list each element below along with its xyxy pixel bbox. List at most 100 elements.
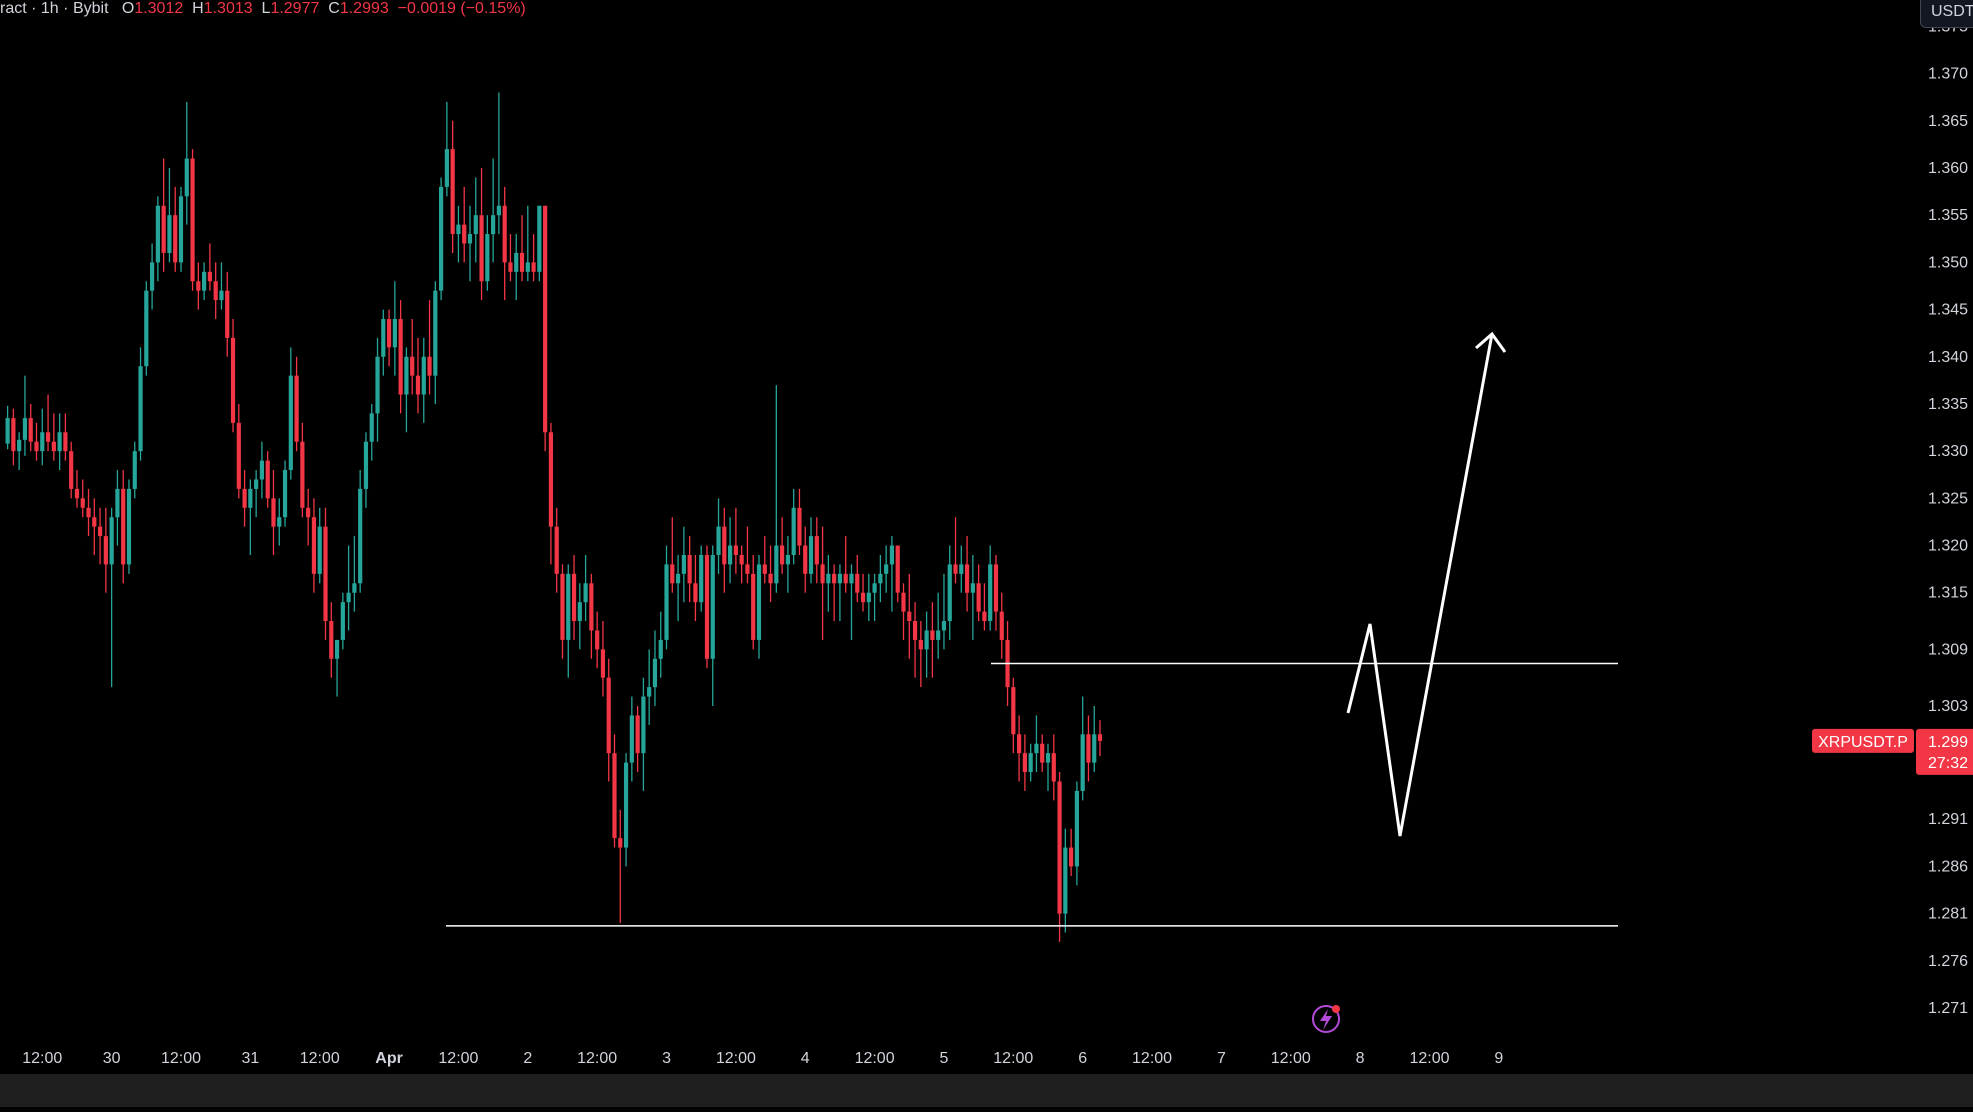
candle[interactable] — [5, 405, 10, 450]
candle[interactable] — [213, 262, 218, 320]
candle[interactable] — [334, 639, 340, 697]
candle[interactable] — [889, 536, 895, 612]
candle[interactable] — [1028, 743, 1033, 782]
candle[interactable] — [976, 564, 981, 622]
candle[interactable] — [1086, 715, 1091, 782]
candle[interactable] — [525, 205, 530, 282]
candle[interactable] — [22, 375, 28, 456]
candle[interactable] — [600, 621, 606, 697]
candle[interactable] — [595, 611, 600, 669]
candle[interactable] — [704, 545, 710, 669]
candle[interactable] — [693, 554, 698, 622]
candle[interactable] — [86, 488, 91, 537]
candle[interactable] — [537, 205, 542, 282]
candle[interactable] — [964, 536, 970, 612]
candle[interactable] — [1011, 677, 1016, 754]
currency-button[interactable]: USDT — [1920, 0, 1973, 28]
candle[interactable] — [647, 649, 652, 725]
candle[interactable] — [1069, 828, 1074, 876]
candle[interactable] — [999, 592, 1004, 659]
interval-label[interactable]: 1h — [40, 0, 59, 17]
candle[interactable] — [126, 479, 132, 574]
candle[interactable] — [832, 564, 837, 622]
candle[interactable] — [300, 422, 305, 518]
candle[interactable] — [421, 337, 426, 423]
candle[interactable] — [132, 441, 137, 499]
candle[interactable] — [207, 243, 212, 291]
candle[interactable] — [814, 517, 819, 584]
candle[interactable] — [479, 168, 484, 301]
candle[interactable] — [508, 234, 513, 282]
candle[interactable] — [225, 271, 230, 357]
candle[interactable] — [97, 507, 103, 565]
candle[interactable] — [1051, 734, 1056, 801]
candle[interactable] — [202, 262, 207, 301]
candle[interactable] — [410, 319, 415, 395]
candle[interactable] — [265, 451, 270, 508]
candle[interactable] — [329, 602, 334, 678]
candle[interactable] — [92, 498, 97, 555]
candle[interactable] — [629, 696, 634, 782]
candle[interactable] — [745, 526, 750, 584]
candle[interactable] — [375, 337, 380, 442]
candle[interactable] — [531, 234, 536, 282]
candle[interactable] — [34, 422, 39, 461]
candle[interactable] — [924, 611, 929, 678]
candle[interactable] — [519, 215, 525, 282]
candle[interactable] — [912, 602, 918, 678]
time-axis[interactable]: 12:00 30 12:00 31 12:00 Apr 12:00 2 12:00 3 12:00 4… — [22, 1050, 1503, 1067]
candle[interactable] — [1057, 772, 1062, 942]
candle[interactable] — [294, 356, 299, 452]
candle[interactable] — [797, 488, 802, 555]
candle[interactable] — [178, 186, 184, 272]
candle[interactable] — [577, 583, 582, 650]
candle[interactable] — [993, 554, 999, 631]
candle[interactable] — [988, 545, 993, 631]
candle[interactable] — [254, 470, 259, 518]
candle[interactable] — [855, 554, 860, 603]
candle[interactable] — [566, 564, 571, 678]
candle[interactable] — [785, 536, 790, 593]
candle[interactable] — [872, 573, 877, 622]
candle[interactable] — [450, 120, 455, 253]
candle[interactable] — [444, 101, 449, 197]
candle[interactable] — [953, 517, 958, 584]
candle[interactable] — [681, 526, 686, 603]
candle[interactable] — [722, 507, 727, 593]
candle[interactable] — [930, 602, 935, 678]
lightning-bolt-icon[interactable] — [1312, 1005, 1340, 1033]
candle[interactable] — [1034, 715, 1039, 773]
candle[interactable] — [756, 554, 762, 659]
candle[interactable] — [612, 734, 617, 848]
candle[interactable] — [439, 177, 444, 301]
candle[interactable] — [456, 205, 461, 263]
candle[interactable] — [982, 583, 987, 631]
candle[interactable] — [658, 611, 663, 678]
candle[interactable] — [652, 630, 658, 706]
candle[interactable] — [1017, 715, 1022, 782]
candle[interactable] — [427, 300, 432, 395]
candle[interactable] — [675, 554, 681, 622]
candle[interactable] — [121, 470, 126, 584]
candle[interactable] — [583, 554, 588, 622]
drawings-layer[interactable] — [446, 331, 1618, 927]
candle[interactable] — [74, 470, 80, 508]
candle[interactable] — [1074, 781, 1079, 886]
candle[interactable] — [820, 526, 825, 640]
candle[interactable] — [618, 809, 623, 924]
candle[interactable] — [155, 196, 160, 282]
candle[interactable] — [635, 705, 640, 773]
candle[interactable] — [664, 545, 669, 650]
candle[interactable] — [109, 507, 114, 688]
candle[interactable] — [959, 545, 964, 593]
candle[interactable] — [363, 432, 369, 508]
candle[interactable] — [548, 422, 554, 565]
candle[interactable] — [774, 385, 779, 593]
candle[interactable] — [623, 753, 629, 867]
candle[interactable] — [196, 262, 201, 310]
candle[interactable] — [808, 517, 814, 584]
symbol-fragment[interactable]: ract — [0, 0, 27, 17]
candle[interactable] — [369, 403, 374, 461]
projection-zigzag[interactable] — [1346, 333, 1494, 837]
candle[interactable] — [1045, 743, 1051, 791]
